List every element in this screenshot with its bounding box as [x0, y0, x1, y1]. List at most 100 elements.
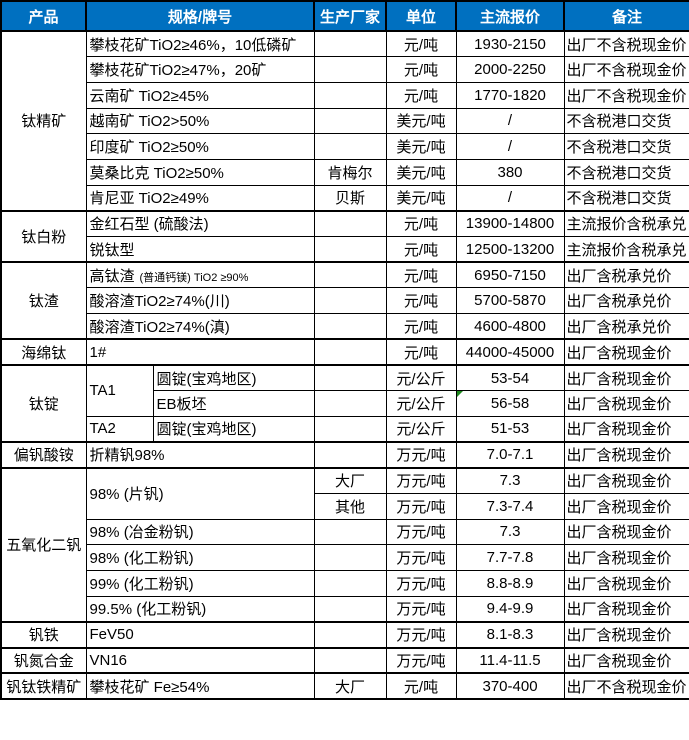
price-cell[interactable]: 8.8-8.9 — [455, 569, 565, 597]
producer-cell[interactable] — [313, 30, 387, 58]
unit-cell[interactable]: 元/吨 — [385, 81, 457, 109]
col-header-product[interactable]: 产品 — [0, 0, 87, 32]
note-cell[interactable]: 出厂含税现金价 — [563, 620, 689, 648]
spec-cell[interactable]: 98% (化工粉钒) — [85, 544, 315, 571]
producer-cell[interactable]: 贝斯 — [313, 184, 387, 212]
price-cell[interactable]: 2000-2250 — [455, 56, 565, 83]
producer-cell[interactable] — [313, 338, 387, 366]
spec-cell[interactable]: 98% (冶金粉钒) — [85, 518, 315, 546]
spec-cell[interactable]: 越南矿 TiO2>50% — [85, 107, 315, 135]
unit-cell[interactable]: 美元/吨 — [385, 158, 457, 186]
price-cell[interactable]: 13900-14800 — [455, 209, 565, 237]
unit-cell[interactable]: 美元/吨 — [385, 107, 457, 135]
spec-cell[interactable]: 攀枝花矿TiO2≥46%，10低磷矿 — [85, 30, 315, 58]
note-cell[interactable]: 不含税港口交货 — [563, 184, 689, 212]
unit-cell[interactable]: 美元/吨 — [385, 133, 457, 160]
product-cell[interactable]: 钛白粉 — [0, 209, 87, 263]
col-header-note[interactable]: 备注 — [563, 0, 689, 32]
product-cell[interactable]: 钒铁 — [0, 620, 87, 648]
producer-cell[interactable] — [313, 133, 387, 160]
spec-cell[interactable]: 99.5% (化工粉钒) — [85, 595, 315, 623]
note-cell[interactable]: 出厂含税现金价 — [563, 363, 689, 392]
col-header-spec[interactable]: 规格/牌号 — [84, 0, 316, 32]
producer-cell[interactable] — [313, 236, 387, 263]
spec-cell[interactable]: 金红石型 (硫酸法) — [85, 209, 315, 237]
producer-cell[interactable] — [313, 56, 387, 83]
unit-cell[interactable]: 元/吨 — [385, 338, 457, 366]
spec-cell[interactable]: 酸溶渣TiO2≥74%(滇) — [85, 313, 315, 340]
producer-cell[interactable] — [313, 544, 387, 571]
product-cell[interactable]: 海绵钛 — [0, 338, 87, 366]
product-cell[interactable]: 钛锭 — [0, 363, 87, 443]
note-cell[interactable]: 出厂含税现金价 — [563, 569, 689, 597]
unit-cell[interactable]: 元/吨 — [385, 209, 457, 237]
spec-cell[interactable]: 98% (片钒) — [85, 466, 315, 520]
producer-cell[interactable]: 大厂 — [313, 466, 387, 494]
price-cell[interactable]: 56-58 — [455, 390, 565, 417]
price-cell[interactable]: / — [455, 107, 565, 135]
price-cell[interactable]: / — [455, 184, 565, 212]
unit-cell[interactable]: 万元/吨 — [385, 466, 457, 494]
spec-cell[interactable]: 云南矿 TiO2≥45% — [85, 81, 315, 109]
price-cell[interactable]: 44000-45000 — [455, 338, 565, 366]
price-cell[interactable]: 7.7-7.8 — [455, 544, 565, 571]
spec-cell[interactable]: 攀枝花矿 Fe≥54% — [85, 672, 315, 700]
unit-cell[interactable]: 元/吨 — [385, 30, 457, 58]
producer-cell[interactable] — [313, 620, 387, 648]
price-cell[interactable]: 5700-5870 — [455, 287, 565, 315]
grade-cell[interactable]: TA2 — [85, 415, 154, 443]
note-cell[interactable]: 出厂含税现金价 — [563, 441, 689, 469]
producer-cell[interactable] — [313, 107, 387, 135]
unit-cell[interactable]: 万元/吨 — [385, 518, 457, 546]
note-cell[interactable]: 出厂不含税现金价 — [563, 56, 689, 83]
price-cell[interactable]: 380 — [455, 158, 565, 186]
producer-cell[interactable] — [313, 261, 387, 289]
form-cell[interactable]: 圆锭(宝鸡地区) — [152, 363, 315, 392]
note-cell[interactable]: 出厂含税现金价 — [563, 415, 689, 443]
price-cell[interactable]: 7.3-7.4 — [455, 492, 565, 520]
spec-cell[interactable]: 1# — [85, 338, 315, 366]
note-cell[interactable]: 出厂不含税现金价 — [563, 81, 689, 109]
price-cell[interactable]: 12500-13200 — [455, 236, 565, 263]
note-cell[interactable]: 出厂含税承兑价 — [563, 313, 689, 340]
unit-cell[interactable]: 万元/吨 — [385, 569, 457, 597]
note-cell[interactable]: 不含税港口交货 — [563, 158, 689, 186]
unit-cell[interactable]: 元/吨 — [385, 261, 457, 289]
producer-cell[interactable] — [313, 595, 387, 623]
note-cell[interactable]: 出厂含税现金价 — [563, 492, 689, 520]
producer-cell[interactable] — [313, 287, 387, 315]
unit-cell[interactable]: 元/吨 — [385, 236, 457, 263]
note-cell[interactable]: 出厂含税现金价 — [563, 390, 689, 417]
note-cell[interactable]: 出厂含税现金价 — [563, 518, 689, 546]
price-cell[interactable]: 1930-2150 — [455, 30, 565, 58]
note-cell[interactable]: 出厂含税现金价 — [563, 466, 689, 494]
price-cell[interactable]: 7.0-7.1 — [455, 441, 565, 469]
producer-cell[interactable] — [313, 569, 387, 597]
spec-cell[interactable]: FeV50 — [85, 620, 315, 648]
spec-cell[interactable]: 肯尼亚 TiO2≥49% — [85, 184, 315, 212]
note-cell[interactable]: 出厂含税现金价 — [563, 646, 689, 674]
producer-cell[interactable]: 其他 — [313, 492, 387, 520]
producer-cell[interactable] — [313, 390, 387, 417]
producer-cell[interactable]: 大厂 — [313, 672, 387, 700]
unit-cell[interactable]: 元/吨 — [385, 287, 457, 315]
price-cell[interactable]: 1770-1820 — [455, 81, 565, 109]
unit-cell[interactable]: 万元/吨 — [385, 620, 457, 648]
note-cell[interactable]: 不含税港口交货 — [563, 107, 689, 135]
unit-cell[interactable]: 万元/吨 — [385, 544, 457, 571]
note-cell[interactable]: 出厂含税现金价 — [563, 544, 689, 571]
producer-cell[interactable]: 肯梅尔 — [313, 158, 387, 186]
spec-cell[interactable]: 莫桑比克 TiO2≥50% — [85, 158, 315, 186]
price-cell[interactable]: 51-53 — [455, 415, 565, 443]
product-cell[interactable]: 钒钛铁精矿 — [0, 672, 87, 700]
price-cell[interactable]: 370-400 — [455, 672, 565, 700]
price-cell[interactable]: 7.3 — [455, 466, 565, 494]
spec-cell[interactable]: 99% (化工粉钒) — [85, 569, 315, 597]
unit-cell[interactable]: 元/吨 — [385, 313, 457, 340]
unit-cell[interactable]: 万元/吨 — [385, 441, 457, 469]
price-cell[interactable]: / — [455, 133, 565, 160]
unit-cell[interactable]: 美元/吨 — [385, 184, 457, 212]
form-cell[interactable]: 圆锭(宝鸡地区) — [152, 415, 315, 443]
producer-cell[interactable] — [313, 646, 387, 674]
note-cell[interactable]: 出厂含税现金价 — [563, 595, 689, 623]
